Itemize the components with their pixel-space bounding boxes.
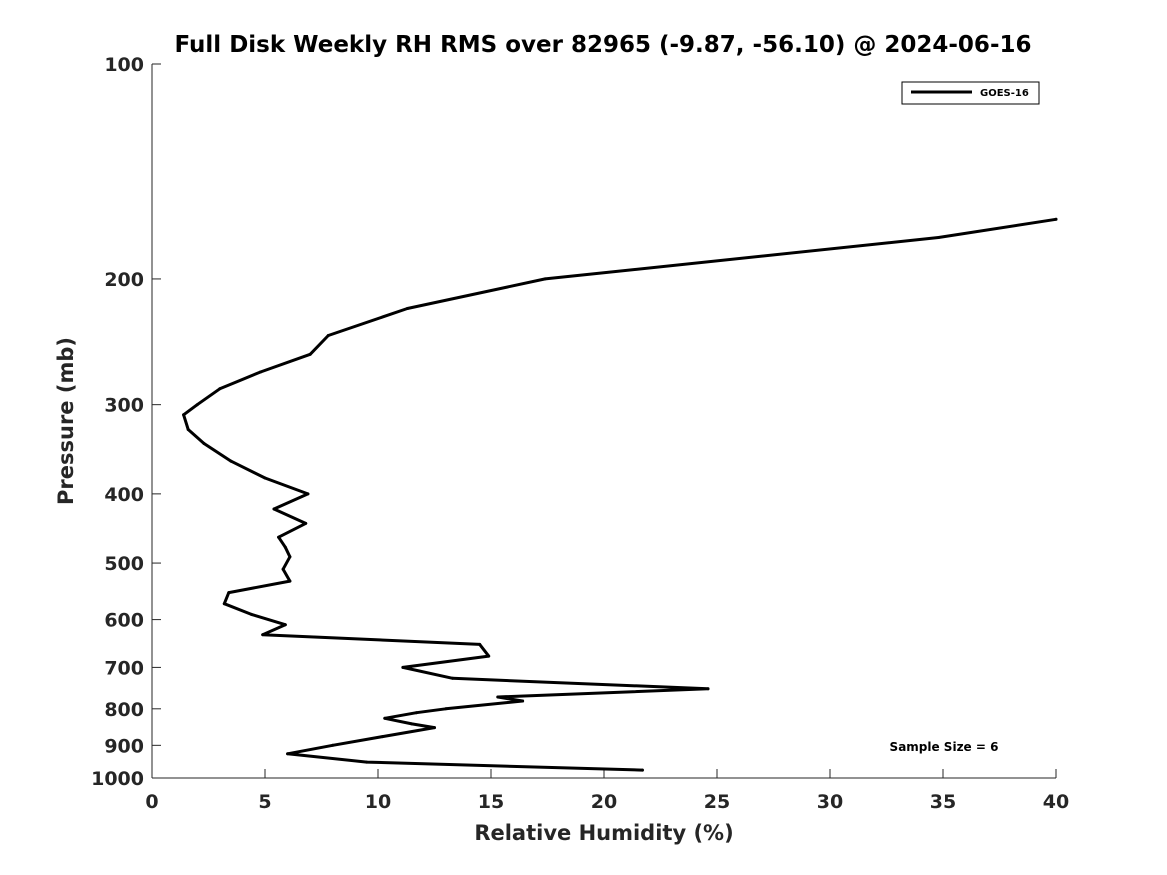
data-point (288, 555, 292, 559)
data-point (304, 521, 308, 525)
y-tick-label: 600 (104, 610, 144, 632)
data-point (543, 277, 547, 281)
data-point (283, 545, 287, 549)
data-point (202, 442, 206, 445)
data-point (182, 413, 186, 417)
data-point (365, 760, 369, 764)
series-layer (182, 217, 1058, 772)
x-tick-label: 10 (365, 791, 391, 813)
data-point (706, 687, 710, 691)
data-point (521, 699, 525, 703)
y-tick-label: 800 (104, 699, 144, 721)
x-tick-label: 30 (817, 791, 843, 813)
y-tick-label: 900 (104, 735, 144, 757)
x-tick-label: 5 (258, 791, 271, 813)
series-0 (182, 217, 1058, 772)
data-point (281, 567, 285, 571)
chart-title: Full Disk Weekly RH RMS over 82965 (-9.8… (174, 32, 1031, 58)
x-axis-label: Relative Humidity (%) (474, 821, 733, 845)
data-point (331, 743, 335, 747)
data-point (263, 476, 267, 480)
data-point (496, 695, 500, 699)
data-point (283, 623, 287, 627)
data-point (405, 307, 409, 310)
data-point (195, 403, 199, 407)
data-point (444, 707, 448, 711)
y-tick-label: 100 (104, 54, 144, 76)
data-point (227, 591, 231, 595)
y-tick-label: 400 (104, 484, 144, 506)
data-point (186, 428, 190, 431)
x-tick-label: 40 (1043, 791, 1069, 813)
data-point (308, 352, 312, 356)
series-line (182, 217, 1058, 772)
data-point (229, 459, 233, 463)
plot-area (152, 64, 1056, 778)
data-point (381, 735, 384, 739)
x-tick-label: 15 (478, 791, 504, 813)
y-tick-label: 200 (104, 269, 144, 291)
data-point (401, 665, 405, 669)
x-ticks: 0 5 10 15 20 25 30 35 40 (145, 769, 1069, 813)
data-point (306, 492, 310, 496)
legend-label: GOES-16 (980, 88, 1029, 99)
data-point (433, 726, 436, 730)
data-point (326, 334, 330, 337)
data-point (259, 370, 262, 374)
data-point (222, 602, 226, 606)
data-point (937, 236, 940, 239)
y-tick-label: 300 (104, 395, 144, 417)
data-point (410, 722, 414, 726)
y-ticks: 100 200 300 400 500 600 700 800 900 1000 (91, 54, 161, 790)
data-point (272, 507, 276, 511)
data-point (277, 535, 281, 539)
data-point (487, 654, 491, 658)
data-point (451, 676, 455, 680)
y-tick-label: 700 (104, 657, 144, 679)
data-point (218, 387, 222, 391)
sample-size-annotation: Sample Size = 6 (890, 740, 999, 754)
data-point (1054, 217, 1058, 221)
x-tick-label: 20 (591, 791, 617, 813)
data-point (288, 579, 292, 583)
x-tick-label: 25 (704, 791, 730, 813)
data-point (478, 642, 482, 646)
data-point (383, 716, 387, 720)
data-point (286, 752, 290, 756)
y-axis-label: Pressure (mb) (54, 337, 78, 505)
y-tick-label: 500 (104, 553, 144, 575)
data-point (249, 612, 253, 616)
y-tick-label: 1000 (91, 768, 144, 790)
legend: GOES-16 (901, 81, 1040, 105)
data-point (640, 768, 644, 772)
x-tick-label: 35 (930, 791, 956, 813)
data-point (261, 633, 265, 637)
x-tick-label: 0 (145, 791, 158, 813)
data-point (414, 711, 418, 715)
